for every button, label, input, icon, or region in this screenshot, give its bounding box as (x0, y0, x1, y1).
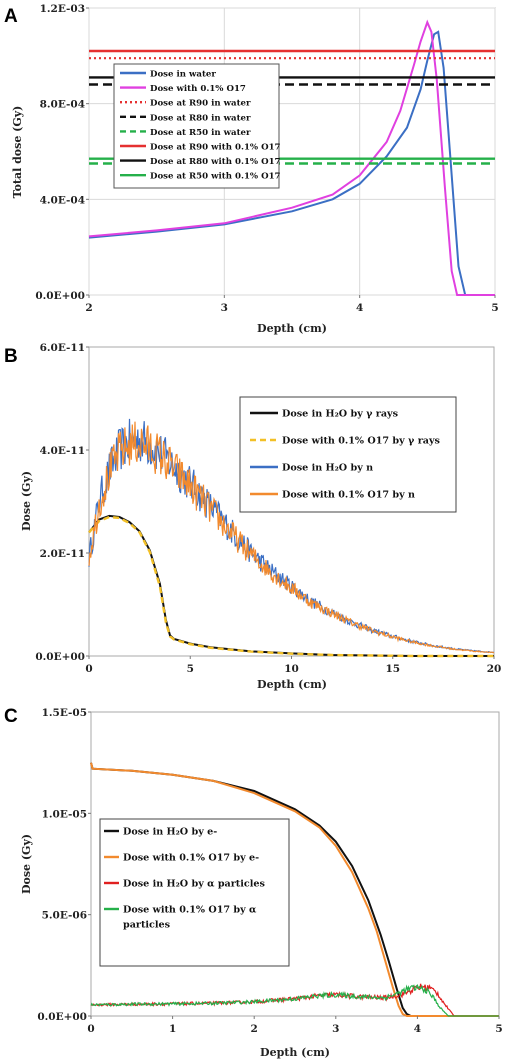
y-axis-label-c: Dose (Gy) (20, 834, 33, 894)
panel-a: A 0.0E+00 4.0E-04 8.0E-04 1.2E-03 2 3 4 5 Depth… (4, 3, 499, 335)
legend-label: Dose at R90 in water (150, 99, 251, 109)
y-tick-label: 8.0E-04 (40, 99, 85, 111)
x-tick-label: 4 (414, 1023, 421, 1035)
legend-label: Dose in water (150, 70, 216, 80)
legend-a: Dose in water Dose with 0.1% O17 Dose at R… (120, 70, 281, 182)
x-tick-label: 2 (251, 1023, 258, 1035)
x-tick-label: 3 (221, 302, 228, 314)
y-axis-label-a: Total dose (Gy) (11, 106, 24, 199)
panel-letter-a: A (4, 6, 18, 27)
tick-labels-b: 0.0E+00 2.0E-11 4.0E-11 6.0E-11 0 5 10 15 20 (35, 342, 501, 675)
x-axis-label-c: Depth (cm) (260, 1046, 330, 1059)
legend-label: Dose with 0.1% O17 by n (282, 490, 415, 501)
y-tick-label: 0.0E+00 (35, 290, 85, 302)
panel-letter-b: B (4, 346, 18, 367)
y-tick-label: 4.0E-04 (40, 194, 85, 206)
y-tick-label: 1.0E-05 (42, 808, 87, 820)
legend-b: Dose in H₂O by γ rays Dose with 0.1% O17 … (250, 409, 440, 501)
legend-label: Dose at R50 with 0.1% O17 (150, 172, 281, 182)
legend-label: Dose at R50 in water (150, 128, 251, 138)
tick-labels-a: 0.0E+00 4.0E-04 8.0E-04 1.2E-03 2 3 4 5 (35, 3, 498, 314)
series-line-1 (88, 30, 495, 296)
legend-label: Dose at R80 with 0.1% O17 (150, 157, 281, 167)
legend-label: Dose in H₂O by n (282, 463, 373, 474)
y-tick-label: 1.2E-03 (40, 3, 85, 15)
legend-label: Dose in H₂O by e- (123, 827, 217, 838)
legend-label: Dose at R90 with 0.1% O17 (150, 143, 281, 153)
x-tick-label: 3 (332, 1023, 339, 1035)
y-tick-label: 4.0E-11 (40, 445, 85, 457)
panel-b: B 0.0E+00 2.0E-11 4.0E-11 6.0E-11 0 5 10 15 20 D… (4, 342, 501, 691)
x-tick-label: 20 (487, 663, 502, 675)
x-tick-label: 0 (87, 1023, 94, 1035)
x-tick-label: 1 (169, 1023, 176, 1035)
x-tick-label: 10 (284, 663, 299, 675)
y-tick-label: 1.5E-05 (42, 707, 87, 719)
legend-box-c (99, 818, 290, 967)
x-tick-label: 15 (385, 663, 400, 675)
x-tick-label: 0 (85, 663, 92, 675)
y-tick-label: 6.0E-11 (40, 342, 85, 354)
x-tick-label: 5 (187, 663, 194, 675)
series-line-2 (90, 762, 499, 1017)
series-line-4 (90, 984, 499, 1017)
series-group-c (90, 762, 499, 1017)
legend-label: particles (123, 919, 170, 930)
y-tick-label: 2.0E-11 (40, 548, 85, 560)
y-tick-label: 0.0E+00 (37, 1011, 87, 1023)
legend-label: Dose with 0.1% O17 (150, 84, 246, 94)
x-axis-label-b: Depth (cm) (257, 678, 327, 691)
legend-label: Dose with 0.1% O17 by γ rays (282, 436, 440, 447)
gridlines-a (88, 7, 496, 296)
series-line-2 (88, 19, 495, 296)
series-line-2 (88, 515, 494, 658)
x-tick-label: 5 (491, 302, 498, 314)
x-tick-label: 2 (85, 302, 92, 314)
y-tick-label: 5.0E-06 (42, 910, 87, 922)
legend-label: Dose in H₂O by α particles (123, 879, 265, 890)
legend-label: Dose at R80 in water (150, 113, 251, 123)
x-axis-label-a: Depth (cm) (257, 322, 327, 335)
x-tick-label: 5 (495, 1023, 502, 1035)
y-tick-label: 0.0E+00 (35, 651, 85, 663)
plot-area-c (90, 711, 500, 1017)
legend-label: Dose with 0.1% O17 by e- (123, 853, 259, 864)
x-tick-label: 4 (356, 302, 363, 314)
series-line-4 (88, 421, 495, 654)
legend-label: Dose with 0.1% O17 by α (123, 905, 257, 916)
tick-labels-c: 0.0E+00 5.0E-06 1.0E-05 1.5E-05 0 1 2 3 4 5 (37, 707, 502, 1035)
panel-letter-c: C (4, 706, 18, 727)
panel-c: C 0.0E+00 5.0E-06 1.0E-05 1.5E-05 0 1 2 3 4 5 Dep… (4, 706, 503, 1059)
series-group-b (88, 418, 495, 658)
legend-c: Dose in H₂O by e- Dose with 0.1% O17 by e… (104, 827, 265, 930)
y-axis-label-b: Dose (Gy) (20, 471, 33, 531)
series-line-3 (90, 983, 499, 1017)
legend-label: Dose in H₂O by γ rays (282, 409, 398, 420)
legend-box-a (113, 63, 280, 189)
